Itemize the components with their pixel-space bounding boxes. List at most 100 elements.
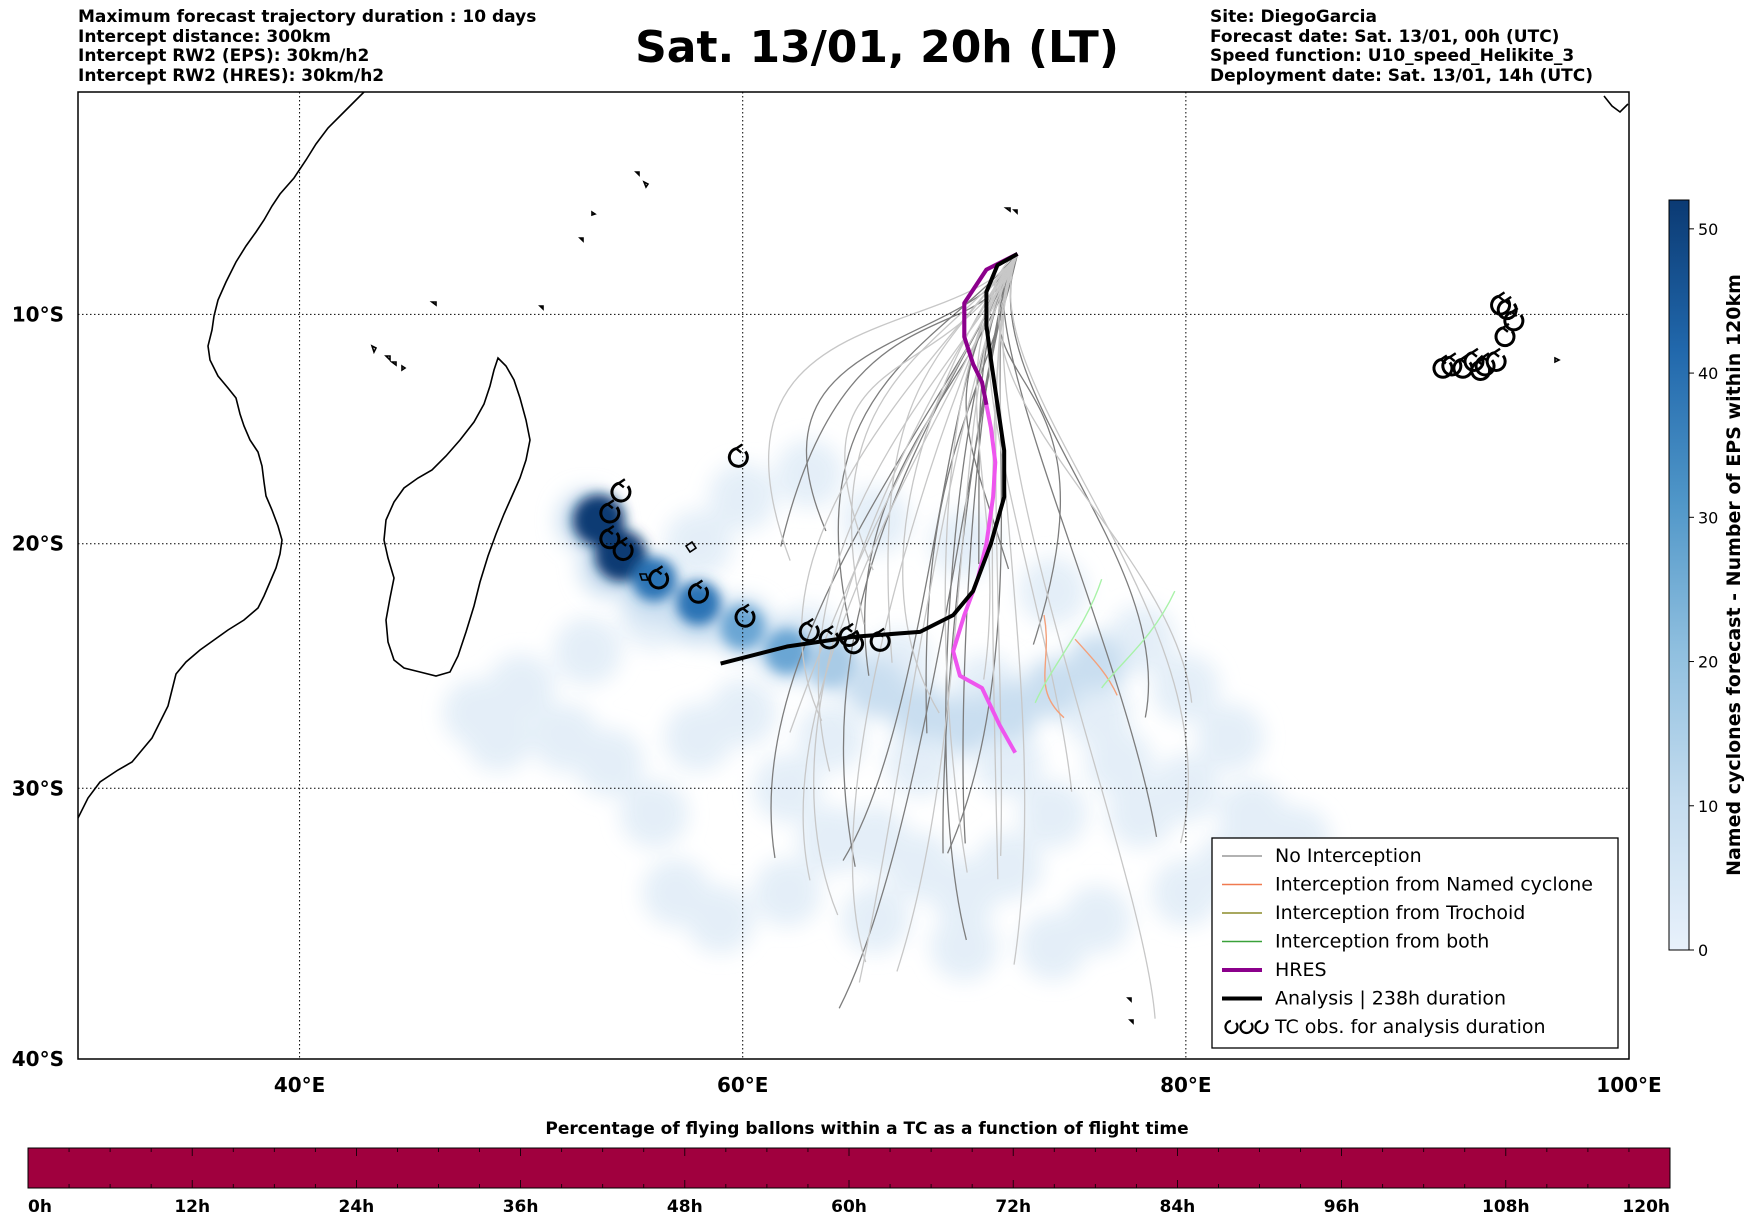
- madagascar-coastline: [383, 356, 531, 677]
- tc-symbol-tail: [1511, 307, 1519, 318]
- legend-label: No Interception: [1275, 845, 1422, 867]
- legend-item: Interception from Named cyclone: [1222, 874, 1593, 896]
- density-blob: [553, 617, 622, 686]
- tc-symbol-tail: [620, 536, 628, 547]
- density-blob: [775, 439, 844, 508]
- lat-tick-label: 30°S: [12, 776, 64, 800]
- density-core-blob: [594, 529, 647, 582]
- tc-symbol-arc: [612, 540, 634, 562]
- legend-label: Interception from Trochoid: [1275, 902, 1525, 924]
- tc-symbol-tail: [877, 627, 885, 638]
- comoros-islands: [370, 344, 407, 372]
- density-blob: [664, 703, 733, 772]
- chagos-islands: [1003, 207, 1018, 215]
- tc-observations: [599, 291, 1525, 655]
- legend-item: No Interception: [1222, 845, 1422, 867]
- tc-symbol-arc: [838, 626, 860, 647]
- eps-trajectory: [813, 253, 1019, 916]
- density-blob: [1018, 779, 1087, 848]
- tc-symbol-icon: [1470, 356, 1492, 381]
- tc-symbol-tail: [695, 579, 704, 590]
- tc-symbol-icon: [612, 536, 634, 562]
- flight-time-tick-label: 120h: [1622, 1197, 1670, 1217]
- header-right-line: Speed function: U10_speed_Helikite_3: [1210, 46, 1575, 66]
- tc-symbol-icon: [648, 565, 670, 590]
- cocos-islands: [1554, 356, 1561, 364]
- density-blob: [845, 658, 906, 719]
- map-gridlines: [78, 92, 1629, 1059]
- tc-symbol-arc: [843, 633, 865, 655]
- reunion-island: [638, 573, 650, 581]
- tc-symbol-tail: [1477, 356, 1486, 367]
- coastlines: [78, 92, 1629, 1025]
- density-core-blob: [632, 557, 677, 602]
- tc-symbol-tail: [735, 443, 743, 454]
- eps-trajectory: [850, 253, 1018, 625]
- legend-label: Interception from both: [1275, 931, 1489, 953]
- header-left-line: Intercept RW2 (HRES): 30km/h2: [78, 65, 385, 86]
- eps-trajectory: [962, 253, 1019, 844]
- legend-label: Analysis | 238h duration: [1275, 988, 1506, 1010]
- eps-trajectory: [998, 253, 1193, 703]
- eps-trajectory: [1002, 253, 1156, 1019]
- tc-symbol-icon: [818, 625, 840, 650]
- lon-tick-label: 100°E: [1596, 1073, 1661, 1097]
- tc-symbol-icon: [727, 443, 749, 468]
- density-blob: [642, 858, 711, 927]
- eps-trajectories: [767, 253, 1193, 1019]
- tc-symbol-arc: [687, 583, 709, 604]
- main-title: Sat. 13/01, 20h (LT): [635, 22, 1119, 73]
- density-blob: [1218, 779, 1287, 848]
- colorbar-tick-label: 50: [1698, 220, 1718, 239]
- map-frame: [77, 91, 1630, 1060]
- tc-symbol-arc: [1432, 358, 1454, 379]
- flight-time-bar-title: Percentage of flying ballons within a TC…: [545, 1119, 1188, 1139]
- eps-trajectory: [1010, 253, 1189, 844]
- tc-symbol-arc: [1494, 326, 1516, 348]
- density-blob: [1196, 703, 1265, 772]
- tc-symbol-arc: [648, 568, 670, 590]
- header-right-line: Deployment date: Sat. 13/01, 14h (UTC): [1210, 65, 1594, 86]
- density-blob: [531, 703, 600, 772]
- header-right-block: Site: DiegoGarcia Forecast date: Sat. 13…: [1210, 7, 1594, 86]
- tc-symbol-tail: [1502, 322, 1510, 333]
- flight-time-tick-label: 108h: [1482, 1197, 1530, 1217]
- tc-symbol-icon: [687, 579, 709, 604]
- tc-symbol-tail: [1471, 347, 1479, 358]
- map-axis-labels: 40°E 60°E 80°E 100°E 10°S 20°S 30°S 40°S: [12, 302, 1662, 1097]
- flight-time-tick-label: 84h: [1160, 1197, 1196, 1217]
- map-content: [78, 92, 1629, 1059]
- tc-symbol-tail: [618, 478, 626, 489]
- tc-symbol-tail: [846, 622, 854, 633]
- tc-symbol-tail: [655, 565, 664, 576]
- density-blob: [464, 703, 533, 772]
- density-blob: [930, 912, 999, 981]
- tc-symbol-arc: [869, 631, 891, 652]
- density-blob: [1018, 912, 1087, 981]
- tc-symbol-arc: [1470, 360, 1492, 381]
- header-right-line: Site: DiegoGarcia: [1210, 7, 1377, 27]
- legend-box: [1211, 837, 1619, 1049]
- tc-symbol-tail: [607, 525, 615, 535]
- lon-tick-label: 40°E: [274, 1073, 326, 1097]
- legend-tc-icon: [1239, 1019, 1254, 1035]
- both-interception-track: [1034, 578, 1103, 704]
- lat-tick-label: 40°S: [12, 1047, 64, 1071]
- density-blob: [753, 858, 822, 927]
- legend-item: Analysis | 238h duration: [1222, 988, 1506, 1010]
- header-left-line: Intercept distance: 300km: [78, 26, 331, 47]
- map-legend: No Interception Interception from Named c…: [1211, 837, 1619, 1049]
- flight-time-bar: Percentage of flying ballons within a TC…: [27, 1119, 1671, 1217]
- header-left-line: Maximum forecast trajectory duration : 1…: [78, 7, 537, 27]
- seychelles-islands: [429, 171, 650, 311]
- tc-symbol-tail: [1493, 347, 1501, 358]
- africa-coastline: [78, 92, 365, 819]
- tc-symbol-tail: [1448, 352, 1457, 363]
- tc-symbol-arc: [734, 607, 756, 628]
- tc-symbol-arc: [1503, 310, 1525, 332]
- tc-symbol-arc: [610, 481, 632, 503]
- eps-trajectory: [858, 253, 1019, 983]
- lon-tick-label: 60°E: [717, 1073, 769, 1097]
- tc-symbol-tail: [806, 617, 814, 628]
- named-cyclone-interception-track: [1074, 638, 1118, 696]
